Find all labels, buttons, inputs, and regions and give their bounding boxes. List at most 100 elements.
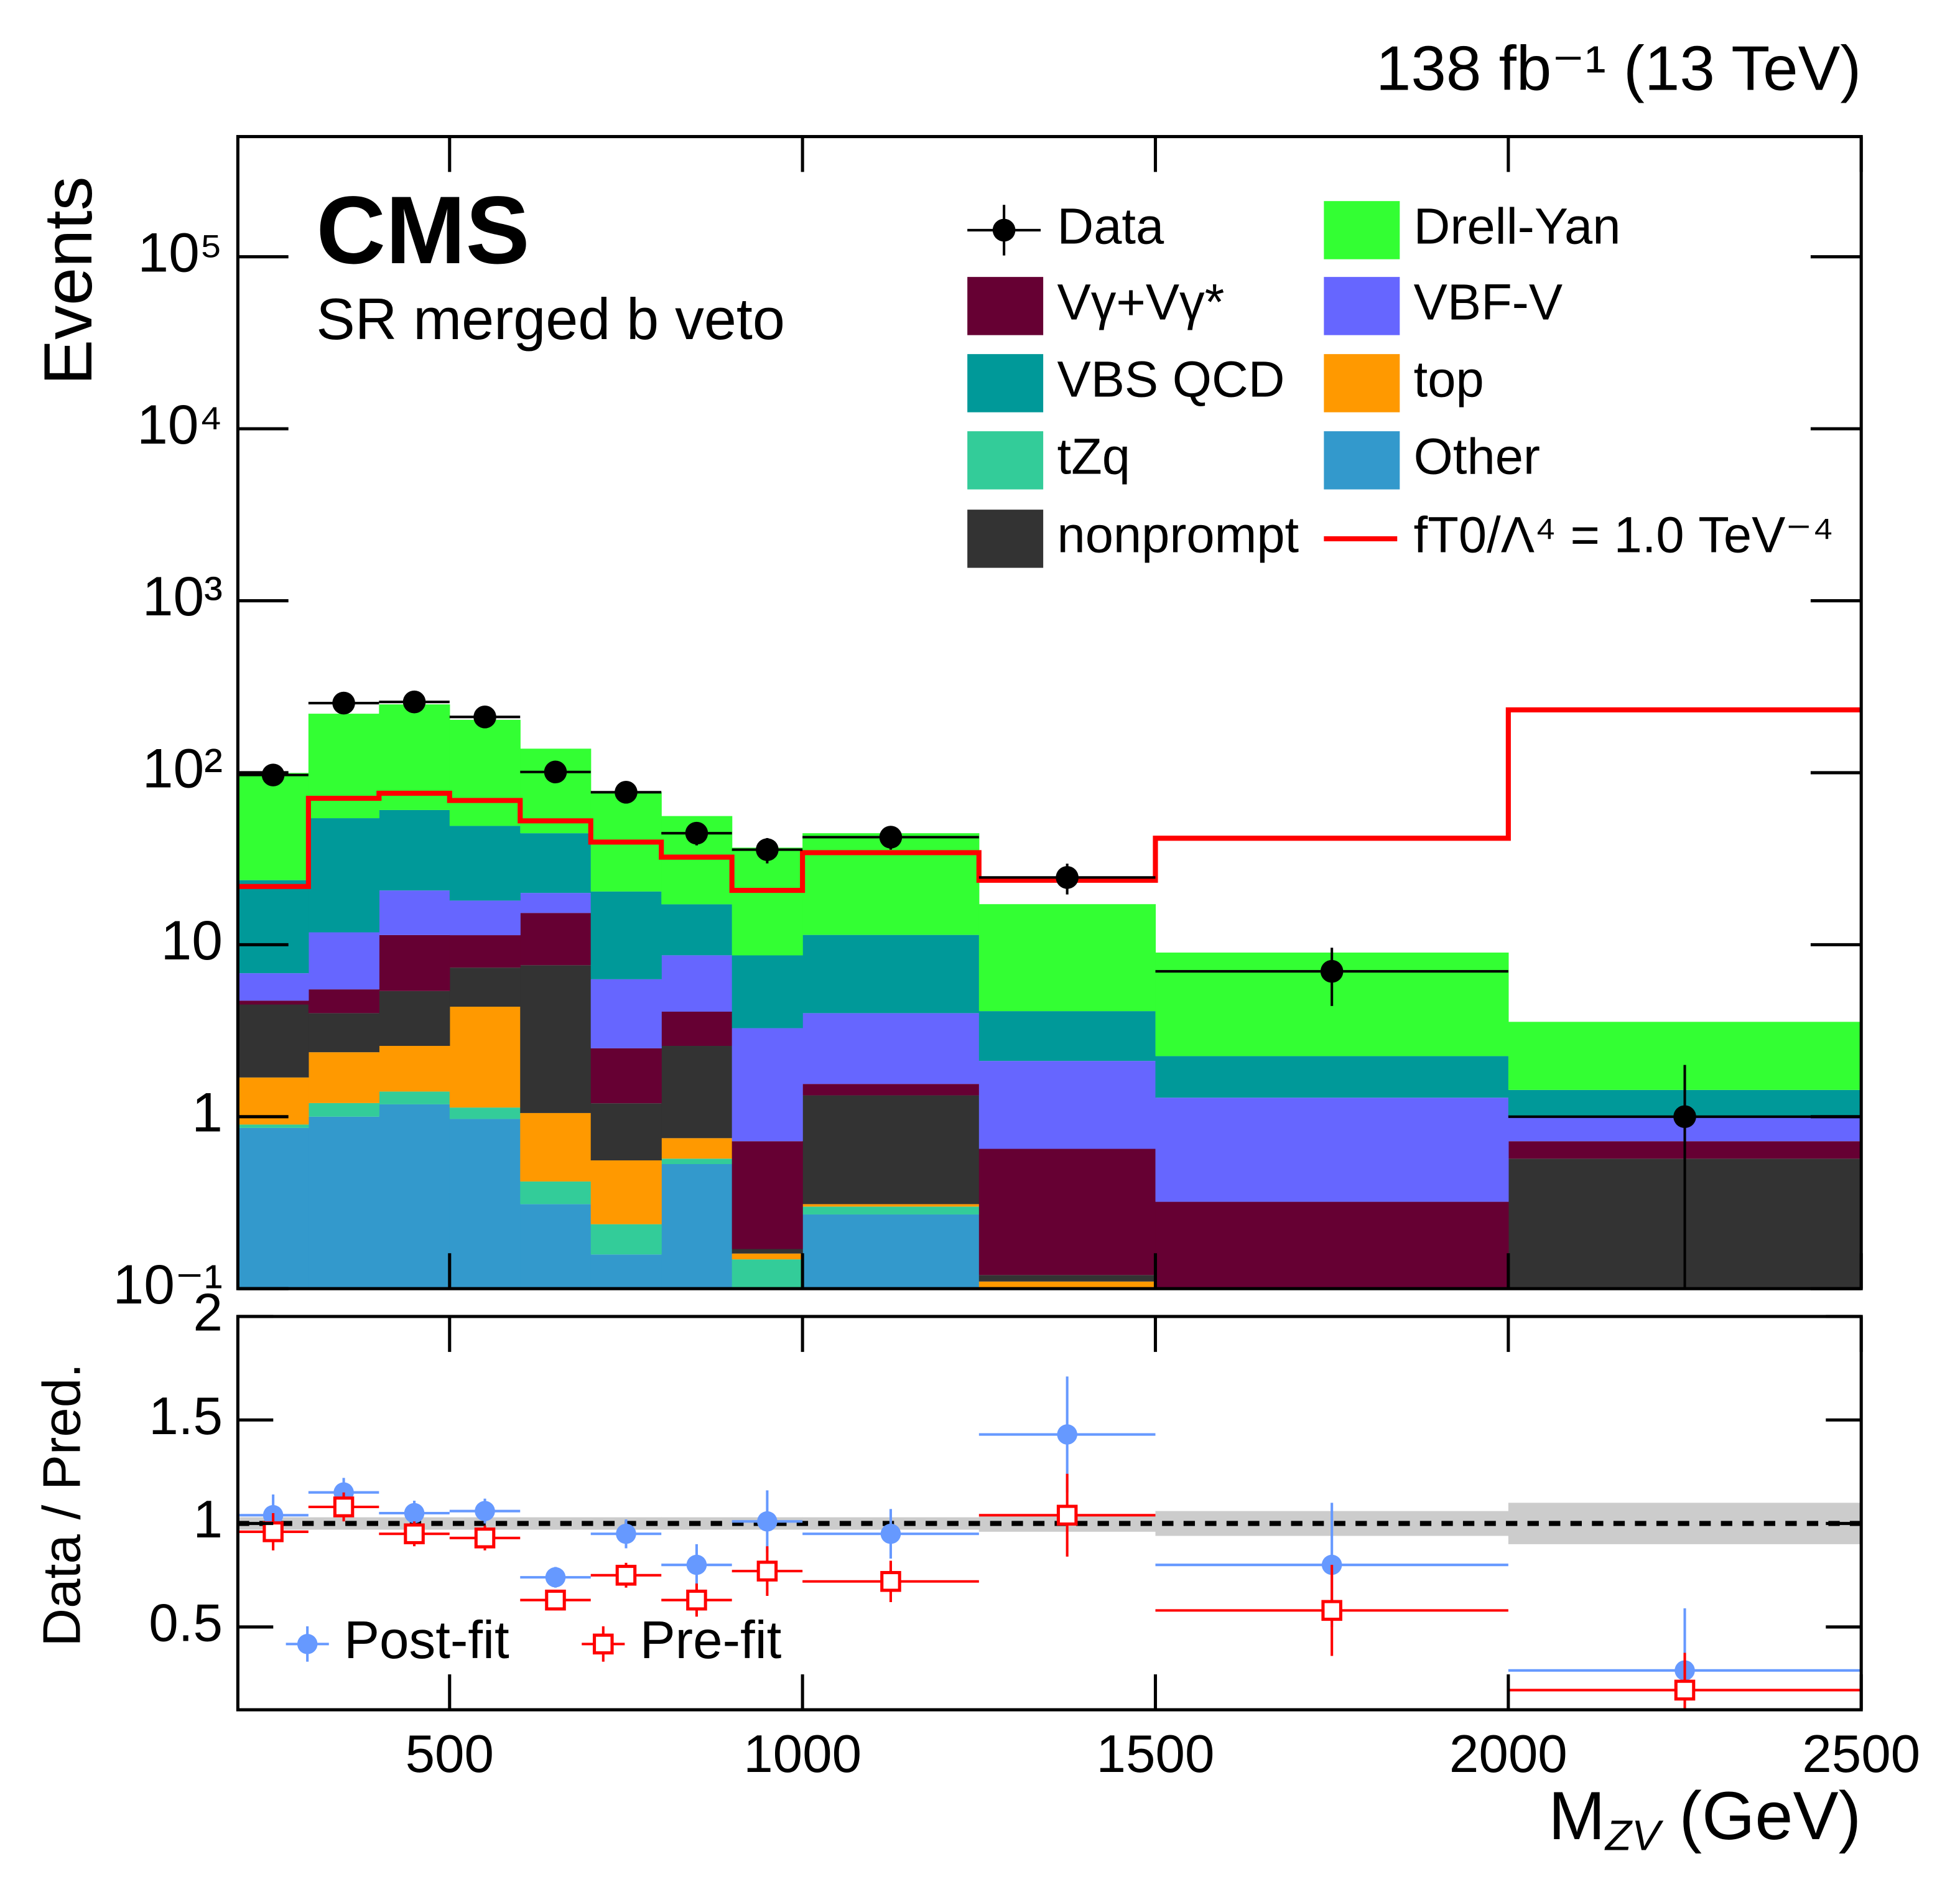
legend-label: Vγ+Vγ*	[1057, 274, 1224, 330]
y-tick-label: 10³	[142, 565, 223, 627]
data-point	[332, 691, 355, 715]
stack-segment	[449, 900, 521, 936]
y-tick-label: 2	[193, 1283, 223, 1342]
stack-segment	[308, 818, 379, 933]
x-tick-label: 2500	[1802, 1725, 1920, 1784]
stack-segment	[379, 1104, 450, 1289]
legend-swatch	[967, 354, 1044, 413]
stack-segment	[590, 1160, 662, 1224]
data-point	[756, 838, 779, 861]
stack-segment	[1155, 1201, 1509, 1289]
stack-segment	[379, 935, 450, 991]
ratio-point	[880, 1571, 901, 1592]
y-tick-label: 10⁴	[137, 393, 223, 455]
data-point	[1056, 866, 1079, 889]
overlay-step	[238, 707, 1862, 893]
y-tick-label: 10⁻¹	[113, 1253, 223, 1315]
stack-segment	[590, 979, 662, 1048]
y-tick-label: 10⁵	[137, 221, 223, 283]
legend-swatch	[1324, 277, 1400, 335]
y-tick-label: 1	[192, 1081, 223, 1143]
stack-segment	[590, 1103, 662, 1161]
ratio-point	[545, 1567, 566, 1588]
stack-segment	[308, 714, 379, 819]
stack-segment	[590, 1048, 662, 1104]
data-point	[544, 760, 567, 784]
ratio-point	[404, 1503, 425, 1524]
stack-segment	[732, 1028, 803, 1142]
stack-segment	[732, 847, 803, 956]
data-point	[261, 763, 285, 786]
stack-segment	[449, 1007, 521, 1108]
data-point	[879, 826, 903, 849]
region-label: SR merged b veto	[316, 286, 784, 352]
frame	[236, 134, 1863, 1290]
stack-segment	[978, 1061, 1156, 1149]
ratio-point	[545, 1589, 566, 1611]
stack-segment	[661, 1163, 733, 1289]
main-plot	[238, 690, 1862, 1289]
stack-segment	[520, 893, 592, 913]
legend-label: fT0/Λ⁴ = 1.0 TeV⁻⁴	[1414, 506, 1834, 563]
legend-marker	[593, 1633, 614, 1655]
ratio-point	[1674, 1679, 1696, 1701]
stack-segment	[661, 1158, 733, 1164]
stack-segment	[732, 1259, 803, 1289]
stack-segment	[732, 1141, 803, 1249]
stack-segment	[661, 904, 733, 956]
stack-segment	[661, 1138, 733, 1159]
stack-segment	[520, 1181, 592, 1205]
legend-swatch	[1324, 431, 1400, 490]
stack-segment	[238, 1004, 309, 1078]
stack-segment	[238, 880, 309, 974]
cms-label: CMS	[316, 176, 529, 284]
stack-segment	[449, 967, 521, 1007]
stack-segment	[802, 1206, 980, 1214]
stack-segment	[379, 890, 450, 935]
lumi: 138 fb⁻¹ (13 TeV)	[1376, 33, 1861, 104]
stack-segment	[520, 833, 592, 893]
stack-segment	[520, 913, 592, 966]
data-point	[402, 690, 426, 714]
x-axis-label: MZV (GeV)	[1548, 1778, 1861, 1860]
data-point	[615, 781, 638, 804]
stack-segment	[308, 932, 379, 990]
ratio-point	[404, 1523, 425, 1545]
stack-segment	[308, 1052, 379, 1103]
stack-segment	[802, 1214, 980, 1289]
stack-segment	[520, 965, 592, 1113]
stack-segment	[520, 1204, 592, 1289]
x-tick-label: 1000	[743, 1725, 862, 1784]
legend-label: Post-fit	[344, 1611, 509, 1670]
stack-segment	[661, 955, 733, 1012]
stack-segment	[1155, 1056, 1509, 1098]
legend-label: tZq	[1057, 428, 1130, 485]
stack-segment	[661, 1046, 733, 1139]
legend-label: VBS QCD	[1057, 351, 1284, 408]
stack-segment	[520, 1112, 592, 1182]
stack-segment	[379, 991, 450, 1047]
y-tick-label: 1.5	[149, 1387, 223, 1446]
stack-segment	[590, 1224, 662, 1255]
stack-segment	[238, 1127, 309, 1289]
legend-label: VBF-V	[1414, 274, 1563, 330]
stack-segment	[379, 1091, 450, 1104]
stack-segment	[802, 1095, 980, 1205]
x-tick-label: 1500	[1097, 1725, 1215, 1784]
ratio-point	[757, 1511, 778, 1532]
stack-segment	[732, 1253, 803, 1260]
uncertainty-band	[520, 1517, 592, 1530]
data-point	[1320, 959, 1344, 983]
legend-marker	[992, 218, 1016, 242]
stack-segment	[661, 1011, 733, 1047]
ratio-point	[474, 1527, 496, 1549]
stack-segment	[978, 1011, 1156, 1061]
stack-segment	[802, 1084, 980, 1096]
ratio-point	[1057, 1424, 1077, 1445]
legend-label: top	[1414, 351, 1484, 408]
ratio-point	[1056, 1504, 1078, 1526]
stack-segment	[978, 904, 1156, 1012]
stack-segment	[1155, 1098, 1509, 1202]
ratio-point	[880, 1523, 901, 1544]
